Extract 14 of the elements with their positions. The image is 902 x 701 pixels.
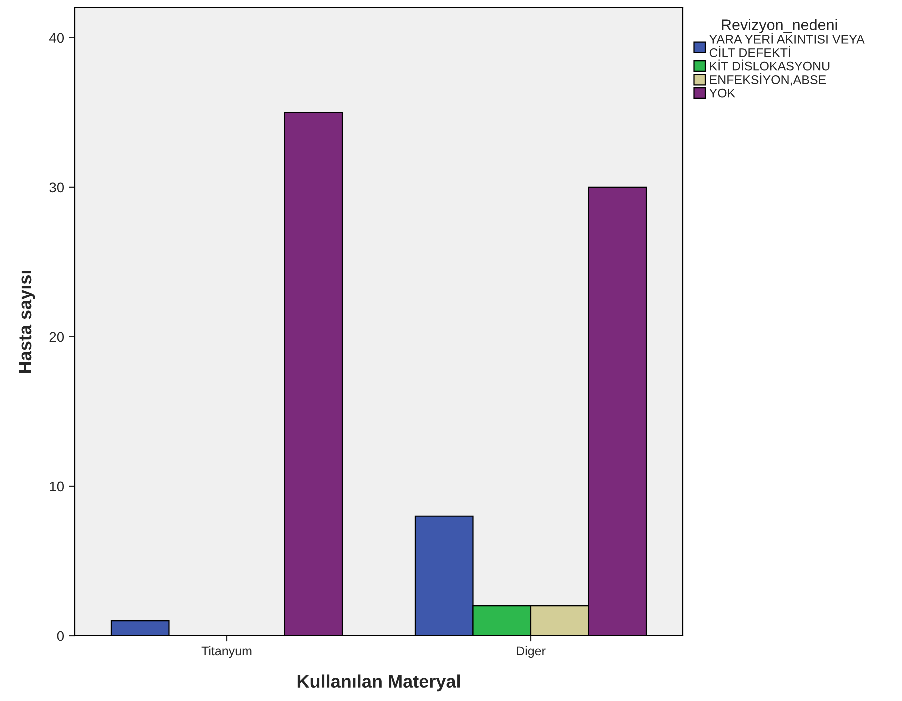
- x-axis-title: Kullanılan Materyal: [298, 674, 460, 692]
- x-tick-label: Diger: [517, 646, 546, 658]
- legend-label: YOK: [710, 88, 736, 98]
- y-tick-label: 30: [50, 182, 64, 193]
- legend-label: ENFEKSİYON,ABSE: [710, 73, 826, 86]
- legend-title: Revizyon_nedeni: [722, 19, 838, 34]
- y-tick-label: 40: [49, 33, 64, 44]
- y-axis-title: Hasta sayısı: [19, 271, 36, 373]
- x-tick-label: Titanyum: [202, 646, 252, 658]
- y-tick-label: 0: [57, 631, 64, 642]
- legend-label: KİT DİSLOKASYONU: [710, 60, 830, 71]
- y-tick-label: 10: [50, 482, 64, 492]
- y-tick-label: 20: [50, 332, 64, 342]
- legend-label: YARA YERİ AKINTISI VEYA CİLT DEFEKTİ: [710, 32, 865, 58]
